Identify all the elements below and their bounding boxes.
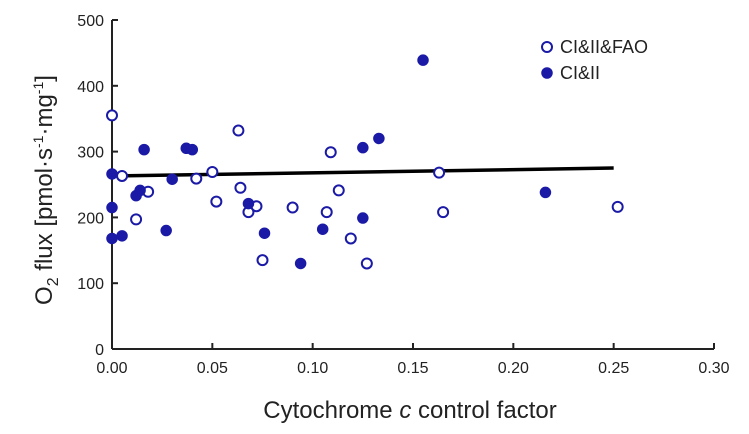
x-axis-title-italic: c [399,397,411,424]
data-point-ci-ii [106,232,118,245]
y-tick-label: 500 [77,13,104,30]
data-point-ci-ii-fao [324,146,337,159]
legend-marker-ci-ii-fao [541,41,553,53]
data-point-ci-ii-fao [116,169,129,182]
x-axis-ticks: 0.00 0.05 0.10 0.15 0.20 0.25 0.30 [96,343,730,377]
y-tick-label: 400 [77,79,104,96]
data-point-ci-ii [417,54,429,66]
x-tick-label: 0.15 [397,360,428,377]
legend-marker-ci-ii [541,67,553,79]
y-axis-title: O2 flux [pmol·s-1·mg-1] [30,75,62,305]
data-point-ci-ii-fao [210,195,223,208]
data-point-ci-ii [160,224,172,237]
x-tick-label: 0.05 [197,360,228,377]
data-point-ci-ii-fao [320,206,333,219]
y-axis-title-rest: flux [pmol·s [31,148,58,277]
data-point-ci-ii [357,212,369,224]
data-point-ci-ii-fao [437,206,450,219]
y-tick-label: 300 [77,145,104,162]
data-point-ci-ii [539,186,552,199]
data-point-ci-ii [373,132,385,145]
x-tick-label: 0.00 [96,360,127,377]
data-point-ci-ii-fao [130,213,143,226]
data-point-ci-ii [316,223,329,235]
data-point-ci-ii [134,184,146,197]
data-point-ci-ii-fao [332,184,345,197]
data-point-ci-ii-fao [344,232,357,245]
data-point-ci-ii [258,227,271,239]
legend: CI&II&FAO CI&II [541,37,648,83]
data-points [106,54,624,270]
data-point-ci-ii-fao [256,254,269,267]
y-axis-title-end: ] [31,75,58,82]
trend-line [111,166,614,178]
x-axis-title-prefix: Cytochrome [263,397,399,424]
y-tick-label: 0 [95,342,104,359]
y-axis-title-main: O [31,286,58,305]
data-point-ci-ii-fao [206,165,219,178]
x-tick-label: 0.10 [297,360,328,377]
trend-line-group [111,166,614,178]
data-point-ci-ii-fao [106,109,118,122]
y-axis-ticks: 0 100 200 300 400 500 [77,13,118,359]
x-axis-title-suffix: control factor [411,397,556,424]
data-point-ci-ii-fao [611,200,624,213]
data-point-ci-ii-fao [234,181,247,194]
y-tick-label: 200 [77,210,104,227]
data-point-ci-ii [116,230,128,242]
data-point-ci-ii [106,201,118,214]
x-tick-label: 0.20 [498,360,529,377]
legend-label-ci-ii: CI&II [560,63,600,83]
data-point-ci-ii [294,257,307,270]
x-tick-label: 0.25 [598,360,629,377]
x-axis-title: Cytochrome c control factor [263,397,556,424]
data-point-ci-ii [106,168,118,180]
y-axis-title-sup2: -1 [30,82,46,95]
data-point-ci-ii [186,143,199,156]
plot-area: 0.00 0.05 0.10 0.15 0.20 0.25 0.30 0 100 200 300 4… [77,13,729,377]
data-point-ci-ii-fao [190,172,203,185]
y-axis-title-sup1: -1 [30,135,46,148]
x-tick-label: 0.30 [698,360,729,377]
data-point-ci-ii [357,141,369,154]
y-axis-title-mid: ·mg [31,94,58,135]
y-tick-label: 100 [77,276,104,293]
data-point-ci-ii [138,143,150,156]
data-point-ci-ii-fao [286,201,299,214]
data-point-ci-ii-fao [232,124,245,137]
data-point-ci-ii [242,197,255,210]
y-axis-title-sub: 2 [45,277,62,286]
data-point-ci-ii-fao [360,257,373,270]
legend-label-ci-ii-fao: CI&II&FAO [560,37,648,57]
data-point-ci-ii-fao [433,166,446,179]
data-point-ci-ii [166,173,178,185]
